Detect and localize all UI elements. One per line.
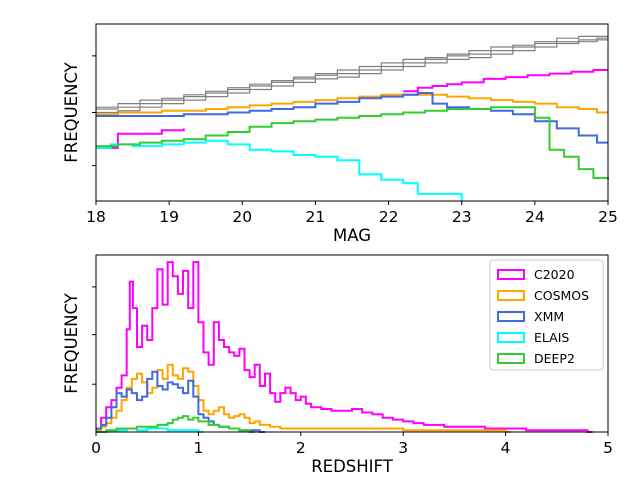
legend-swatch-elais <box>497 332 525 343</box>
x-tick-label: 24 <box>525 208 545 226</box>
mag-histogram-panel: 18 19 20 21 22 23 24 25 MAG FREQUENCY <box>62 23 618 245</box>
x-tick-label: 23 <box>452 208 472 226</box>
x-tick-label: 22 <box>379 208 399 226</box>
x-tick-label: 19 <box>159 208 179 226</box>
x-tick-label: 1 <box>193 439 203 457</box>
y-axis-label: FREQUENCY <box>62 61 81 162</box>
series-deep2 <box>96 106 609 180</box>
series-c2020-faint <box>403 69 608 93</box>
series-c2020 <box>96 261 593 433</box>
x-tick-label: 5 <box>603 439 613 457</box>
series-elais <box>96 139 463 201</box>
series-c2020 <box>96 128 185 149</box>
y-axis-label: FREQUENCY <box>62 292 81 393</box>
legend-swatch-c2020 <box>497 269 525 280</box>
legend-label-xmm: XMM <box>534 309 564 324</box>
x-tick-label: 21 <box>306 208 326 226</box>
series-total-c <box>96 35 608 108</box>
x-axis-label: REDSHIFT <box>311 457 394 476</box>
legend: C2020 COSMOS XMM ELAIS DEEP2 <box>489 259 604 371</box>
x-axis-label: MAG <box>333 226 371 245</box>
x-tick-label: 3 <box>398 439 408 457</box>
redshift-histogram-panel: 0 1 2 3 4 5 REDSHIFT FREQUENCY C2020 COSMOS XMM ELA… <box>62 254 613 476</box>
series-deep2 <box>96 415 255 433</box>
legend-swatch-cosmos <box>497 290 525 301</box>
series-cosmos <box>96 363 511 433</box>
legend-swatch-deep2 <box>497 353 525 364</box>
x-tick-label: 2 <box>296 439 306 457</box>
x-tick-label: 25 <box>598 208 618 226</box>
x-tick-label: 4 <box>501 439 511 457</box>
x-tick-label: 18 <box>86 208 106 226</box>
legend-label-cosmos: COSMOS <box>534 288 589 303</box>
plot-frame <box>95 254 609 433</box>
x-tick-label: 20 <box>232 208 252 226</box>
legend-swatch-xmm <box>497 311 525 322</box>
legend-label-c2020: C2020 <box>534 267 575 282</box>
legend-label-deep2: DEEP2 <box>534 351 575 366</box>
x-tick-label: 0 <box>91 439 101 457</box>
legend-label-elais: ELAIS <box>534 330 569 345</box>
